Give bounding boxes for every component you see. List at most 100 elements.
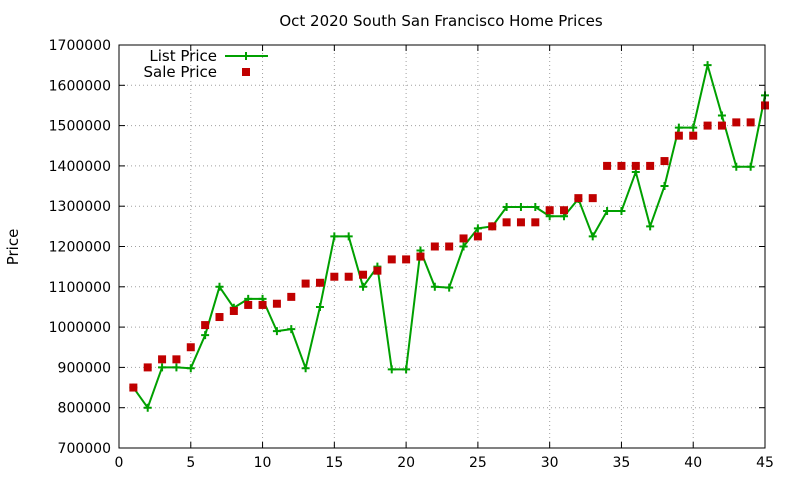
list-price-point (287, 325, 296, 334)
sale-price-point (301, 279, 310, 288)
list-price-point (359, 282, 368, 291)
x-tick-label: 45 (756, 455, 774, 471)
sale-price-point (258, 300, 267, 309)
sale-price-point (387, 255, 396, 264)
y-axis-ticks: 700000 800000 900000 1000000 1100000 1200000 1… (49, 38, 765, 457)
list-price-point (473, 224, 482, 233)
sale-price-point (445, 242, 454, 251)
sale-price-point (545, 206, 554, 215)
sale-price-point (502, 218, 511, 227)
sale-price-point (143, 363, 152, 372)
list-price-point (445, 283, 454, 292)
y-axis-label: Price (4, 229, 22, 266)
sale-price-point (244, 300, 253, 309)
sale-price-point (703, 121, 712, 130)
sale-price-point (459, 234, 468, 243)
x-tick-label: 30 (541, 455, 559, 471)
sale-price-point (416, 252, 425, 261)
sale-price-point (603, 161, 612, 170)
list-price-point (143, 403, 152, 412)
sale-price-point (473, 232, 482, 241)
sale-price-point (488, 222, 497, 231)
x-tick-label: 35 (613, 455, 631, 471)
sale-price-point (272, 299, 281, 308)
list-price-point (430, 282, 439, 291)
y-tick-label: 800000 (58, 401, 111, 417)
list-price-point (689, 123, 698, 132)
list-price-line (132, 64, 766, 409)
sale-price-point (229, 306, 238, 315)
list-price-point (746, 162, 755, 171)
sale-price-point (315, 278, 324, 287)
sale-price-point (617, 161, 626, 170)
list-price-point (387, 365, 396, 374)
y-tick-label: 1100000 (49, 280, 111, 296)
series-sale-price (129, 101, 769, 392)
sale-price-point (746, 118, 755, 127)
list-price-point (531, 203, 540, 212)
x-tick-label: 5 (186, 455, 195, 471)
x-axis-ticks: 0 5 10 15 20 25 30 35 40 45 (115, 45, 774, 471)
sale-price-point (516, 218, 525, 227)
sale-price-point (215, 313, 224, 322)
list-price-point (172, 363, 181, 372)
sale-price-point (186, 343, 195, 352)
list-price-point (646, 222, 655, 231)
sale-price-point (201, 321, 210, 330)
y-tick-label: 1400000 (49, 159, 111, 175)
sale-price-point (430, 242, 439, 251)
x-tick-label: 40 (684, 455, 702, 471)
list-price-point (201, 331, 210, 340)
y-tick-label: 1600000 (49, 78, 111, 94)
list-price-point (603, 207, 612, 216)
y-tick-label: 1700000 (49, 38, 111, 54)
legend: List Price Sale Price (144, 47, 268, 81)
y-tick-label: 1300000 (49, 199, 111, 215)
list-price-point (330, 232, 339, 241)
x-tick-label: 0 (115, 455, 124, 471)
x-tick-label: 10 (254, 455, 272, 471)
list-price-point (344, 232, 353, 241)
legend-label-list-price: List Price (149, 47, 217, 65)
list-price-point (660, 182, 669, 191)
y-tick-label: 1500000 (49, 119, 111, 135)
list-price-point (732, 162, 741, 171)
list-price-point (459, 242, 468, 251)
x-tick-label: 15 (325, 455, 343, 471)
sale-price-point (588, 194, 597, 203)
sale-price-point (287, 292, 296, 301)
x-tick-label: 20 (397, 455, 415, 471)
list-price-point (301, 364, 310, 373)
sale-price-point (172, 355, 181, 364)
list-price-point (588, 232, 597, 241)
chart-title: Oct 2020 South San Francisco Home Prices (279, 12, 602, 30)
legend-swatch-list-price-marker (242, 52, 250, 60)
list-price-point (617, 207, 626, 216)
sale-price-point (402, 255, 411, 264)
legend-swatch-sale-price (242, 68, 250, 76)
list-price-point (402, 365, 411, 374)
list-price-point (516, 203, 525, 212)
sale-price-point (732, 118, 741, 127)
y-tick-label: 1200000 (49, 240, 111, 256)
list-price-point (215, 282, 224, 291)
legend-label-sale-price: Sale Price (144, 63, 217, 81)
list-price-point (158, 363, 167, 372)
sale-price-point (631, 161, 640, 170)
sale-price-point (674, 131, 683, 140)
y-tick-label: 1000000 (49, 320, 111, 336)
list-price-point (674, 123, 683, 132)
y-tick-label: 700000 (58, 441, 111, 457)
sale-price-point (717, 121, 726, 130)
sale-price-point (531, 218, 540, 227)
list-price-point (717, 111, 726, 120)
list-price-point (272, 327, 281, 336)
plot-frame (118, 44, 766, 449)
sale-price-point (660, 157, 669, 166)
sale-price-point (359, 270, 368, 279)
sale-price-point (344, 272, 353, 281)
list-price-point (315, 302, 324, 311)
sale-price-point (689, 131, 698, 140)
y-tick-label: 900000 (58, 360, 111, 376)
